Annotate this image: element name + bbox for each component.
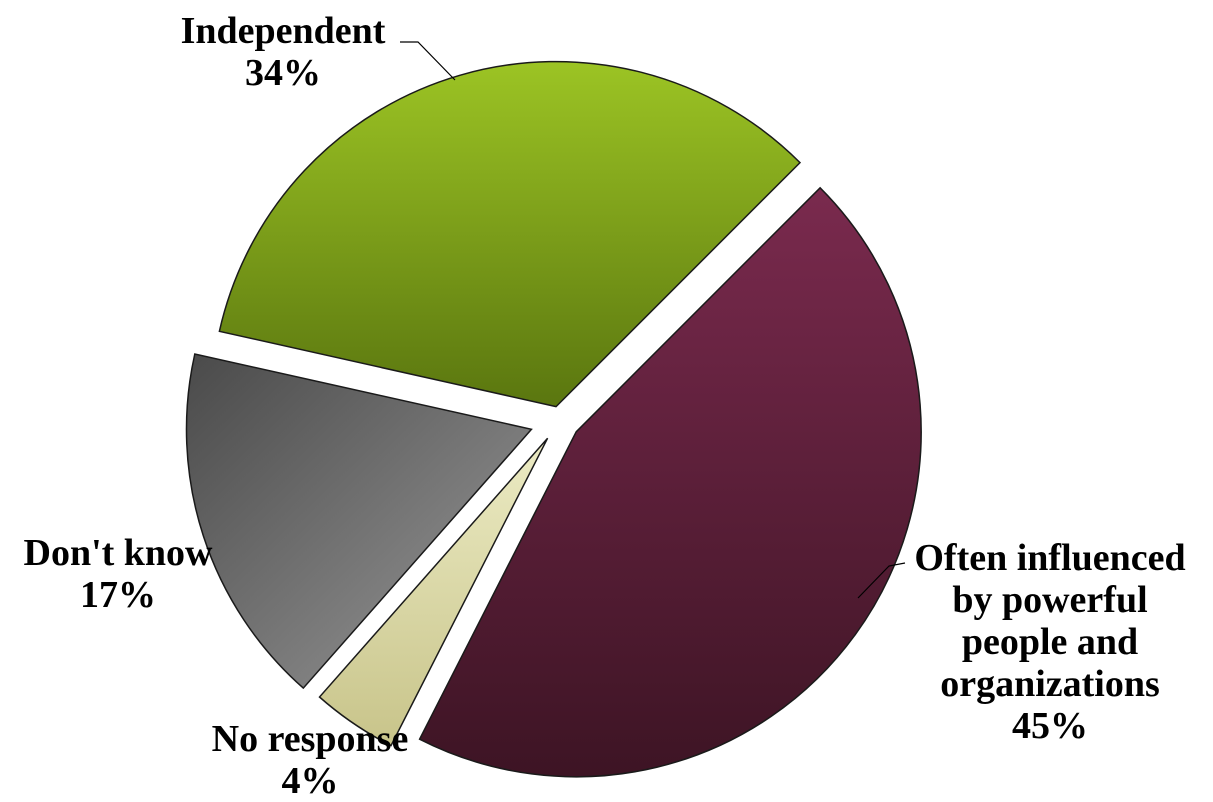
leader-line-often bbox=[857, 562, 906, 599]
slice-name-dont-know: Don't know bbox=[23, 532, 213, 574]
slice-label-independent: Independent 34% bbox=[168, 10, 398, 94]
leader-line-independent bbox=[400, 41, 456, 81]
slice-label-dont-know: Don't know 17% bbox=[8, 532, 228, 616]
slice-percent-dont-know: 17% bbox=[80, 574, 156, 616]
slice-label-no-response: No response 4% bbox=[190, 718, 430, 802]
slice-percent-no-response: 4% bbox=[281, 760, 339, 802]
slice-percent-often: 45% bbox=[1012, 705, 1088, 747]
pie-slice-often bbox=[418, 186, 922, 778]
pie-slices bbox=[185, 60, 922, 778]
pie-slice-no-response bbox=[318, 437, 549, 747]
slice-label-often-influenced: Often influenced by powerful people and … bbox=[900, 537, 1200, 747]
slice-name-independent: Independent bbox=[180, 10, 386, 52]
slice-percent-independent: 34% bbox=[245, 52, 321, 94]
slice-name-often-line-4: organizations bbox=[940, 663, 1160, 705]
pie-slice-independent bbox=[218, 60, 802, 408]
slice-name-often-line-3: people and bbox=[961, 621, 1139, 663]
leader-lines bbox=[400, 41, 906, 599]
pie-slice-dont-know bbox=[185, 353, 533, 690]
slice-name-no-response: No response bbox=[211, 718, 409, 760]
slice-name-often-line-1: Often influenced bbox=[914, 537, 1186, 579]
slice-name-often-line-2: by powerful bbox=[952, 579, 1148, 621]
